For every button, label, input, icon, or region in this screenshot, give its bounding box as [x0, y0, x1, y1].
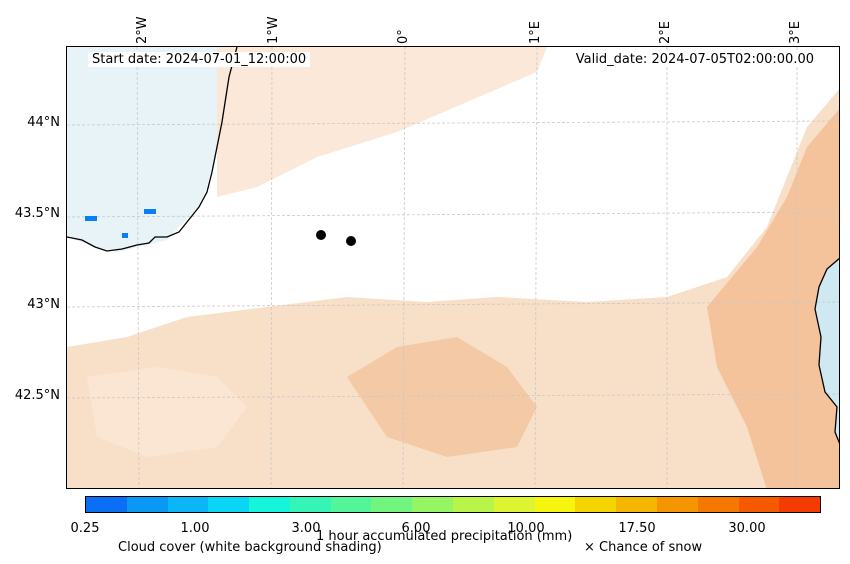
colorbar-tick: 6.00 — [401, 521, 431, 536]
forecast-map — [67, 47, 839, 488]
colorbar-cell — [330, 497, 372, 512]
precip-cell — [122, 233, 128, 238]
colorbar-tick: 17.50 — [618, 521, 656, 536]
shading-lower-broad — [67, 89, 839, 488]
shading-east-heavy — [707, 109, 839, 488]
graticule — [67, 47, 839, 488]
colorbar-cell — [249, 497, 290, 512]
colorbar-cell — [697, 497, 739, 512]
colorbar-cell — [616, 497, 657, 512]
colorbar-cell — [575, 497, 617, 512]
colorbar-cell — [779, 497, 821, 512]
colorbar-cell — [289, 497, 331, 512]
lon-label-1w: 1°W — [266, 16, 281, 44]
colorbar-tick: 0.25 — [70, 521, 100, 536]
station-marker — [346, 236, 356, 246]
colorbar-cell — [493, 497, 535, 512]
map-panel — [66, 46, 840, 489]
lon-label-2w: 2°W — [135, 16, 150, 44]
sea-area-east — [815, 258, 839, 442]
coastline-atlantic — [67, 47, 238, 252]
colorbar-title: 1 hour accumulated precipitation (mm) — [316, 529, 573, 544]
shading-southwest-patch — [87, 367, 247, 457]
lon-label-1e: 1°E — [528, 21, 543, 44]
sea-area-west — [67, 47, 237, 252]
lon-label-3e: 3°E — [788, 21, 803, 44]
valid-date-label: Valid_date: 2024-07-05T02:00:00.00 — [571, 52, 818, 67]
colorbar-cell — [167, 497, 209, 512]
colorbar-cell — [86, 497, 127, 512]
colorbar-cell — [126, 497, 168, 512]
coastline-mediterranean — [814, 257, 839, 444]
lon-label-2e: 2°E — [658, 21, 673, 44]
lat-label-44: 44°N — [27, 115, 60, 130]
cloud-cover-note: Cloud cover (white background shading) — [118, 540, 382, 555]
lon-label-0: 0° — [396, 29, 411, 44]
station-marker — [316, 230, 326, 240]
shading-central-patch — [347, 337, 537, 457]
precip-cell — [144, 209, 156, 214]
colorbar-cell — [534, 497, 576, 512]
colorbar-tick: 1.00 — [180, 521, 210, 536]
colorbar-tick: 3.00 — [291, 521, 321, 536]
snow-note: × Chance of snow — [584, 540, 703, 555]
precip-colorbar — [85, 496, 821, 513]
colorbar-cell — [371, 497, 413, 512]
colorbar-cell — [656, 497, 698, 512]
colorbar-tick: 30.00 — [728, 521, 766, 536]
lat-label-42-5: 42.5°N — [14, 388, 60, 403]
colorbar-cell — [412, 497, 454, 512]
shading-upper-band — [217, 47, 547, 197]
lat-label-43: 43°N — [27, 297, 60, 312]
precip-cell — [85, 216, 97, 221]
colorbar-cell — [208, 497, 250, 512]
start-date-label: Start date: 2024-07-01_12:00:00 — [88, 52, 311, 67]
colorbar-cell — [738, 497, 780, 512]
colorbar-cell — [453, 497, 494, 512]
colorbar-tick: 10.00 — [507, 521, 545, 536]
lat-label-43-5: 43.5°N — [14, 206, 60, 221]
